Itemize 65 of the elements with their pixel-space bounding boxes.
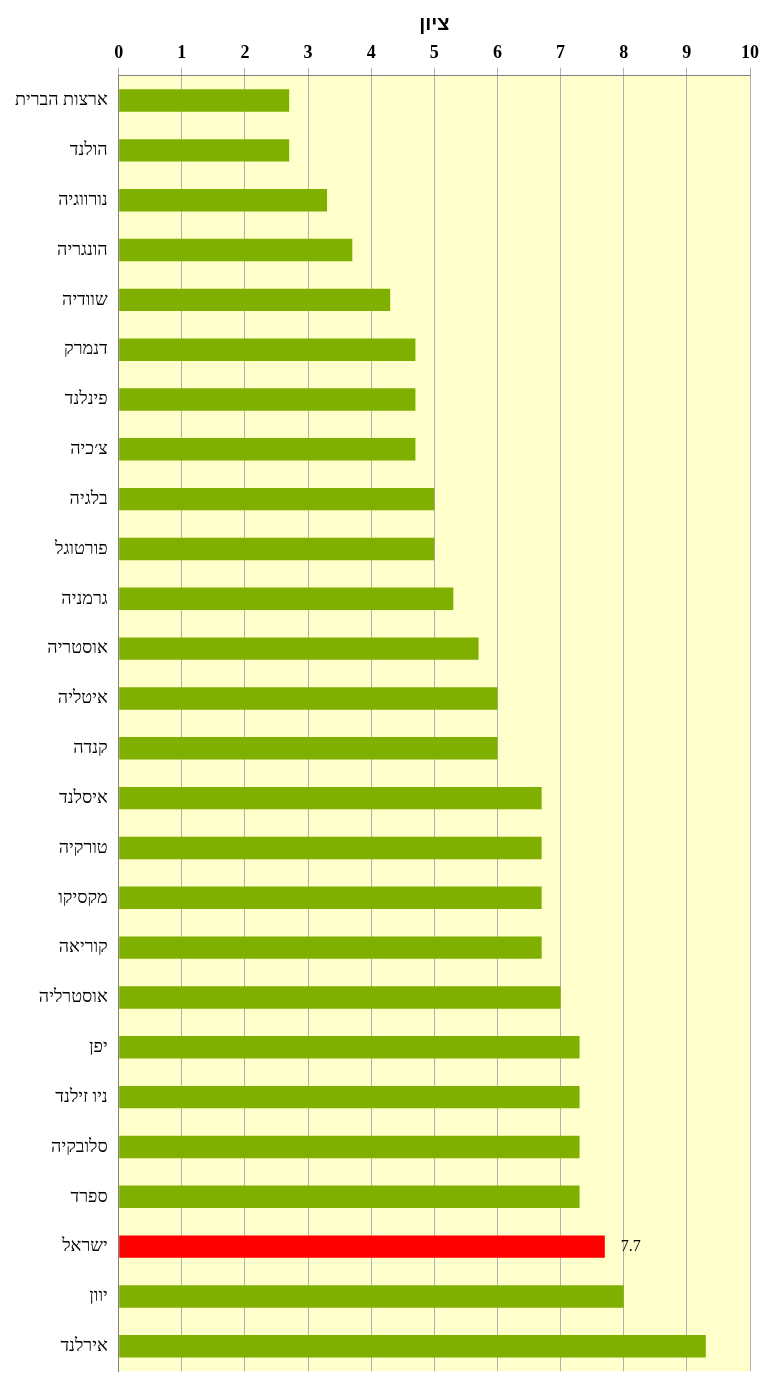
y-tick-label: יפן	[88, 1036, 108, 1057]
y-tick-label: ישראל	[61, 1235, 108, 1256]
bar	[119, 587, 454, 611]
x-tick-label: 10	[741, 42, 759, 63]
data-label: 7.7	[620, 1236, 641, 1254]
y-tick-label: אוסטריה	[47, 637, 108, 658]
bar	[119, 1235, 605, 1258]
x-tick-label: 1	[177, 42, 187, 63]
bar	[119, 238, 353, 262]
bar	[119, 637, 479, 660]
y-tick-label: טורקיה	[58, 836, 108, 857]
y-tick-label: הולנד	[69, 139, 108, 160]
y-tick-label: קוריאה	[58, 936, 108, 957]
bar	[119, 1036, 580, 1059]
bar	[119, 288, 391, 312]
bar	[119, 737, 498, 760]
y-tick-label: איטליה	[57, 687, 108, 708]
x-tick-label: 0	[114, 42, 124, 63]
bar	[119, 786, 542, 810]
bar	[119, 1135, 580, 1159]
bar	[119, 338, 416, 361]
y-tick-label: גרמניה	[61, 587, 108, 608]
y-tick-label: ניו זילנד	[55, 1085, 108, 1106]
x-tick-label: 6	[492, 42, 502, 63]
y-tick-label: נורווגיה	[58, 188, 108, 209]
x-tick-label: 4	[366, 42, 376, 63]
y-tick-label: יוון	[89, 1285, 108, 1306]
bar	[119, 438, 416, 461]
y-tick-label: סלובקיה	[51, 1135, 108, 1156]
bar	[119, 1185, 580, 1208]
x-tick-label: 3	[303, 42, 313, 63]
bar	[119, 687, 498, 710]
x-tick-label: 9	[682, 42, 692, 63]
bar	[119, 836, 542, 860]
bar	[119, 388, 416, 411]
x-tick-label: 8	[619, 42, 629, 63]
y-tick-label: ספרד	[70, 1185, 108, 1206]
y-tick-label: אירלנד	[60, 1335, 108, 1356]
x-tick-label: 7	[556, 42, 566, 63]
x-tick-label: 5	[429, 42, 439, 63]
y-tick-label: הונגריה	[57, 238, 108, 259]
y-tick-label: צ׳כיה	[70, 438, 108, 459]
bar	[119, 986, 561, 1009]
y-tick-label: דנמרק	[64, 338, 108, 359]
y-tick-label: קנדה	[73, 737, 108, 758]
bar	[119, 1085, 580, 1109]
y-tick-label: איסלנד	[59, 786, 108, 807]
y-tick-label: בלגיה	[69, 487, 108, 508]
x-tick-label: 2	[240, 42, 250, 63]
y-tick-label: אוסטרליה	[38, 986, 108, 1007]
bar	[119, 487, 435, 511]
y-tick-label: פינלנד	[64, 388, 108, 409]
bar	[119, 1335, 706, 1358]
y-tick-label: מקסיקו	[58, 886, 108, 907]
y-tick-label: שוודיה	[62, 288, 108, 309]
x-axis-title: ציון	[419, 11, 450, 34]
bar	[119, 188, 328, 212]
bar	[119, 139, 290, 162]
bar	[119, 89, 290, 112]
y-tick-label: ארצות הברית	[14, 89, 108, 110]
bar	[119, 936, 542, 959]
bar	[119, 1285, 624, 1308]
bar	[119, 537, 435, 561]
bar	[119, 886, 542, 910]
y-tick-label: פורטוגל	[54, 537, 108, 558]
